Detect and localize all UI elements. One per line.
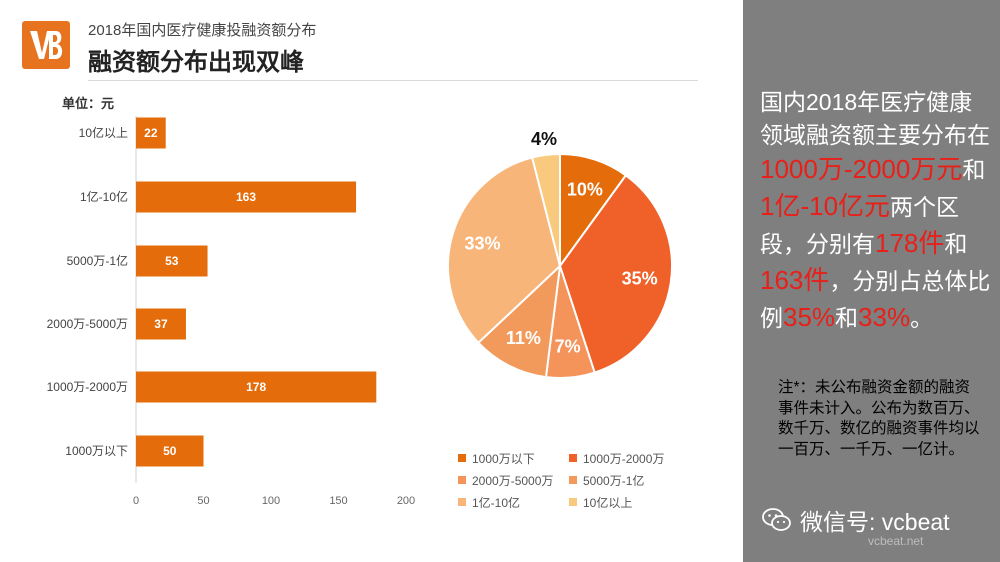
legend-label: 5000万-1亿 — [583, 473, 645, 488]
x-tick-label: 0 — [133, 495, 139, 507]
legend-item: 5000万-1亿 — [569, 471, 709, 489]
legend-label: 1000万-2000万 — [583, 451, 665, 466]
pie-label: 11% — [506, 328, 541, 348]
unit-label: 单位：元 — [62, 96, 114, 111]
wechat-icon — [762, 508, 791, 531]
legend-item: 2000万-5000万 — [458, 471, 563, 489]
legend-label: 2000万-5000万 — [472, 473, 554, 488]
pie-label: 4% — [531, 129, 557, 149]
bar — [136, 308, 186, 340]
legend-swatch — [569, 476, 577, 484]
summary-part: 和 — [835, 304, 859, 331]
data-label: 50 — [163, 444, 177, 458]
bar-chart: 单位：元 10亿以上 22 1亿-10亿 163 5000万-1亿 53 2000万-5000… — [47, 96, 416, 507]
pie-slice — [476, 263, 562, 379]
summary-highlight: 1000万-2000万元 — [760, 154, 963, 185]
bar — [136, 371, 377, 403]
chart-title: 融资额分布出现双峰 — [88, 49, 304, 76]
category-label: 1000万以下 — [65, 444, 128, 458]
summary-highlight: 1亿-10亿元 — [760, 191, 891, 222]
summary-part: 两个区段，分别有 — [760, 194, 960, 258]
x-tick-label: 100 — [262, 495, 280, 507]
category-label: 2000万-5000万 — [47, 317, 128, 331]
legend-label: 1000万以下 — [472, 451, 535, 466]
watermark: vcbeat.net — [868, 534, 924, 548]
pie-slice — [530, 152, 561, 267]
bar — [136, 117, 166, 149]
pie-slice — [447, 156, 562, 345]
legend-item: 1亿-10亿 — [458, 493, 563, 511]
header-divider — [88, 80, 698, 81]
legend-swatch — [569, 498, 577, 506]
legend-swatch — [458, 454, 466, 462]
pie-label: 7% — [555, 336, 581, 356]
category-label: 1000万-2000万 — [47, 380, 128, 394]
wechat-label: 微信号: vcbeat — [800, 509, 950, 535]
pie-slice — [558, 173, 673, 374]
legend-item: 1000万-2000万 — [569, 449, 709, 467]
legend-swatch — [458, 498, 466, 506]
summary-part: 。 — [910, 304, 934, 331]
pie-label: 35% — [622, 269, 658, 289]
wechat-credit: 微信号: vcbeat — [762, 503, 950, 537]
summary-part: 和 — [962, 157, 986, 184]
legend-label: 1亿-10亿 — [472, 495, 521, 510]
bar — [136, 245, 208, 277]
vb-logo — [22, 21, 70, 69]
footnote: 注*：未公布融资金额的融资事件未计入。公布为数百万、数千万、数亿的融资事件均以一… — [778, 379, 980, 458]
bar — [136, 181, 357, 213]
pie-chart: 10% 35% 7% 11% 33% 4% — [447, 129, 673, 379]
legend-item: 1000万以下 — [458, 449, 563, 467]
summary-highlight: 163件 — [760, 265, 830, 296]
x-tick-label: 150 — [329, 495, 347, 507]
vb-logo-icon — [30, 31, 63, 59]
data-label: 37 — [154, 317, 168, 331]
summary-text: 国内2018年医疗健康领域融资额主要分布在1000万-2000万元和1亿-10亿… — [760, 86, 995, 336]
category-label: 1亿-10亿 — [80, 189, 128, 204]
summary-part: ，分别占总体比例 — [760, 268, 991, 331]
summary-part: 国内2018年医疗健康领域融资额主要分布在 — [760, 89, 990, 148]
data-label: 178 — [246, 380, 266, 394]
legend-swatch — [569, 454, 577, 462]
pie-label: 33% — [465, 234, 501, 254]
data-label: 53 — [165, 254, 179, 268]
legend-item: 10亿以上 — [569, 493, 709, 511]
category-label: 5000万-1亿 — [67, 253, 128, 268]
summary-highlight: 178件 — [875, 228, 945, 259]
bar — [136, 435, 204, 467]
x-tick-label: 50 — [197, 495, 209, 507]
legend-label: 10亿以上 — [583, 495, 633, 510]
summary-highlight: 33% — [858, 301, 911, 332]
data-label: 22 — [144, 126, 158, 140]
summary-highlight: 35% — [783, 301, 836, 332]
category-label: 10亿以上 — [79, 125, 128, 140]
summary-part: 和 — [944, 231, 968, 258]
x-tick-label: 200 — [397, 495, 415, 507]
chart-subtitle: 2018年国内医疗健康投融资额分布 — [88, 22, 317, 39]
legend-swatch — [458, 476, 466, 484]
sidebar-panel — [743, 0, 1000, 562]
data-label: 163 — [236, 190, 256, 204]
pie-legend: 1000万以下 1000万-2000万 2000万-5000万 5000万-1亿 1亿-… — [458, 449, 718, 511]
pie-label: 10% — [567, 179, 603, 199]
